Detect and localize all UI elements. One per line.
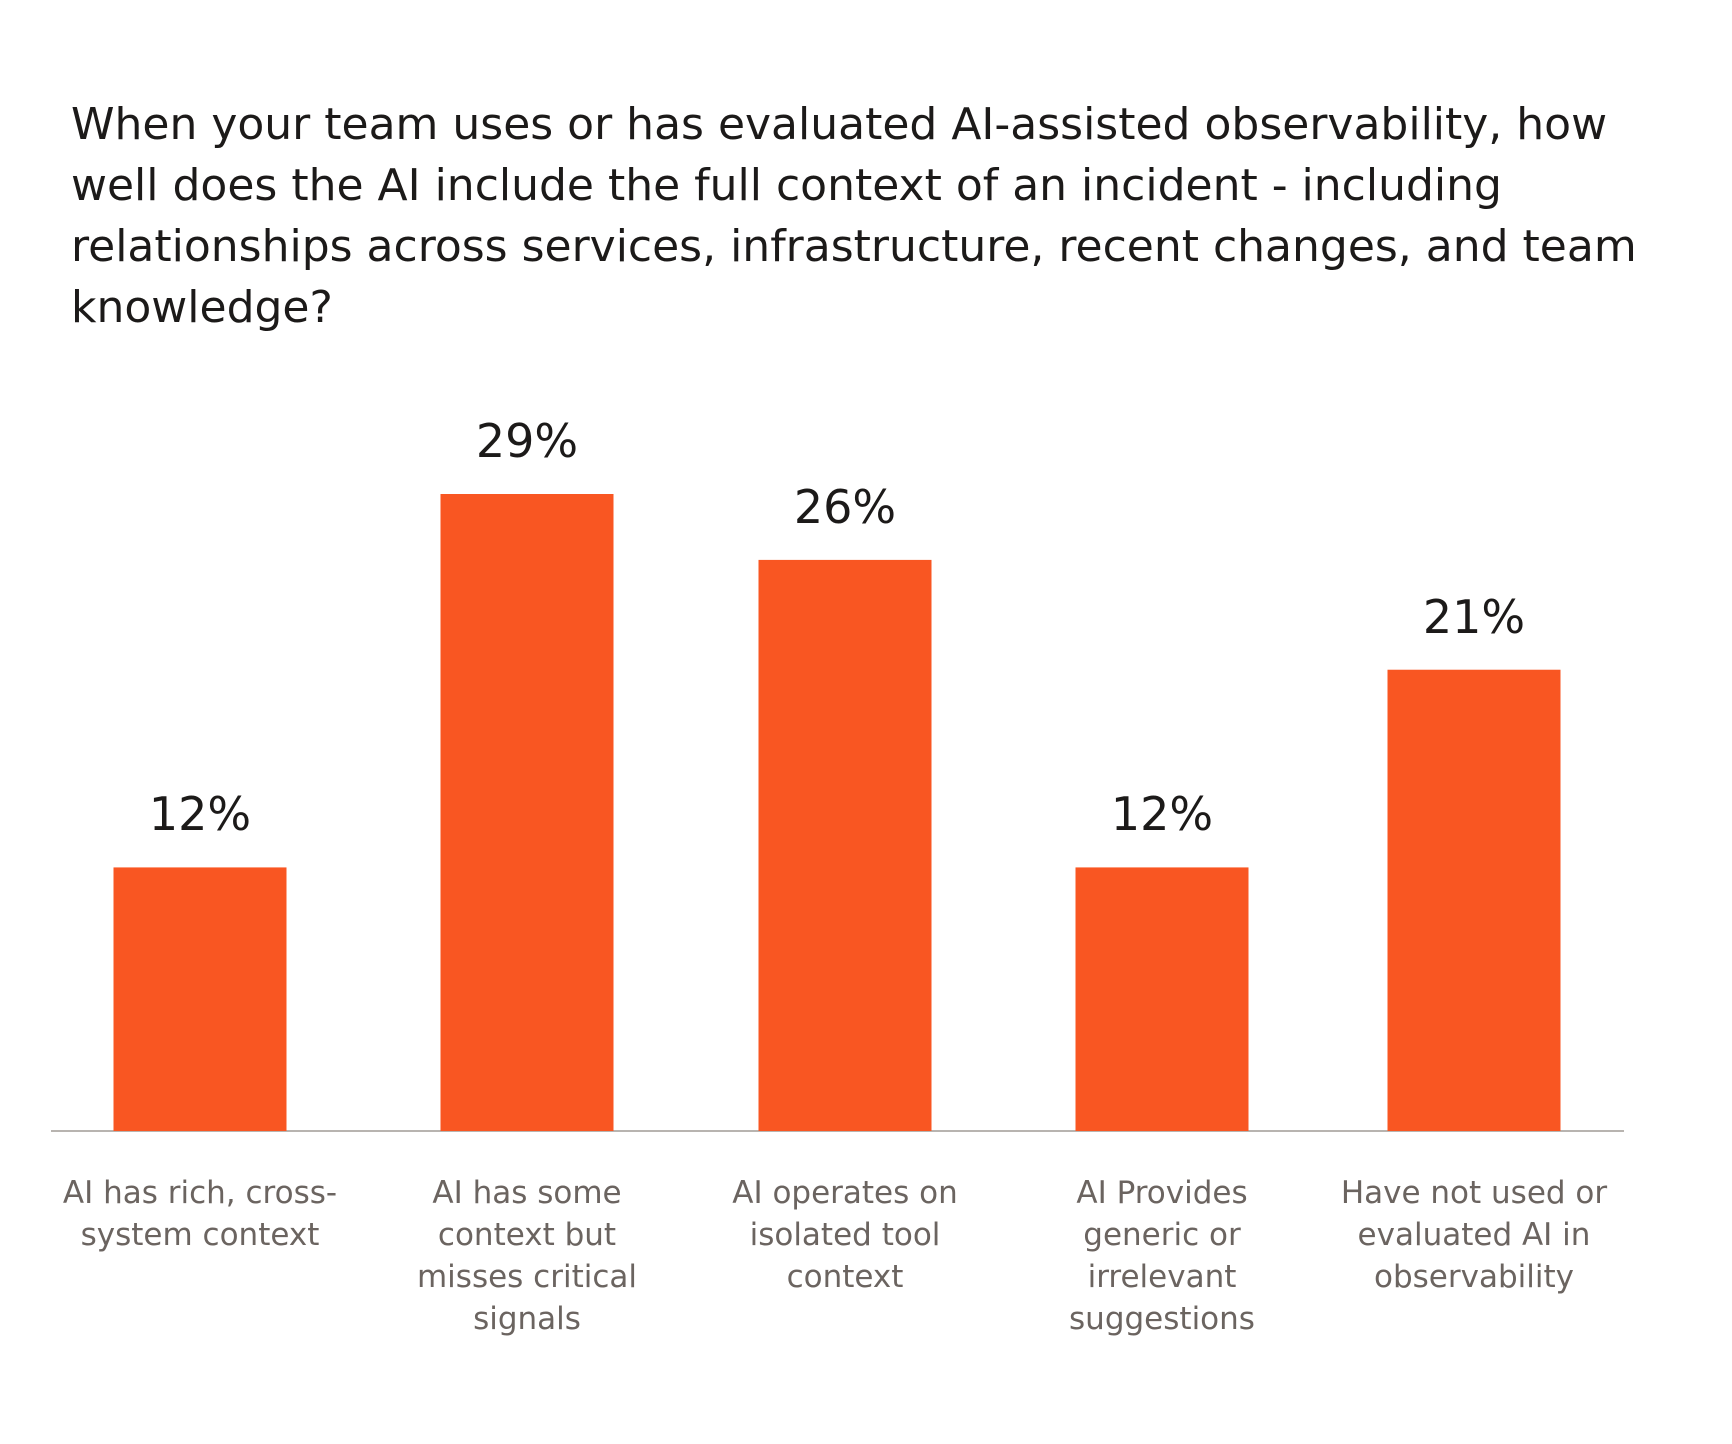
chart-title: When your team uses or has evaluated AI-…	[71, 99, 1637, 333]
bar	[1075, 867, 1249, 1131]
x-tick-label: AI operates on isolated tool context	[732, 1175, 958, 1295]
value-label: 12%	[1110, 787, 1214, 842]
x-tick-label: AI has rich, cross-system context	[62, 1175, 338, 1253]
x-tick-label: AI Provides generic or irrelevant sugges…	[1069, 1175, 1255, 1337]
value-label: 21%	[1422, 589, 1526, 644]
value-label: 29%	[475, 414, 579, 468]
x-tick-label: Have not used or evaluated AI in observa…	[1340, 1175, 1608, 1295]
value-label: 26%	[793, 479, 897, 534]
bar	[440, 494, 614, 1131]
x-tick-label: AI has some context but misses critical …	[416, 1175, 637, 1337]
bar	[758, 559, 932, 1131]
bar	[1387, 669, 1561, 1131]
value-label: 12%	[148, 787, 252, 842]
bar	[113, 867, 287, 1131]
